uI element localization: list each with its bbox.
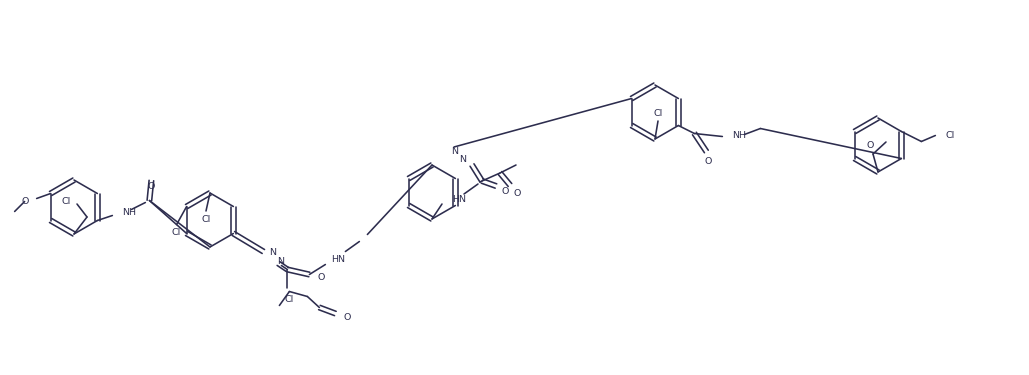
- Text: HN: HN: [331, 255, 346, 264]
- Text: Cl: Cl: [62, 196, 71, 206]
- Text: O: O: [148, 182, 155, 191]
- Text: HN: HN: [452, 195, 466, 204]
- Text: NH: NH: [733, 131, 746, 140]
- Text: O: O: [22, 197, 29, 206]
- Text: N: N: [459, 154, 466, 164]
- Text: O: O: [866, 141, 874, 150]
- Text: NH: NH: [122, 208, 137, 217]
- Text: O: O: [705, 157, 712, 166]
- Text: N: N: [270, 248, 277, 257]
- Text: N: N: [451, 147, 458, 156]
- Text: Cl: Cl: [653, 108, 663, 117]
- Text: O: O: [514, 189, 522, 198]
- Text: Cl: Cl: [202, 214, 211, 223]
- Text: Cl: Cl: [285, 295, 294, 304]
- Text: O: O: [344, 313, 351, 322]
- Text: Cl: Cl: [172, 228, 181, 237]
- Text: Cl: Cl: [946, 131, 955, 140]
- Text: O: O: [502, 186, 509, 195]
- Text: O: O: [317, 273, 325, 282]
- Text: N: N: [278, 257, 284, 266]
